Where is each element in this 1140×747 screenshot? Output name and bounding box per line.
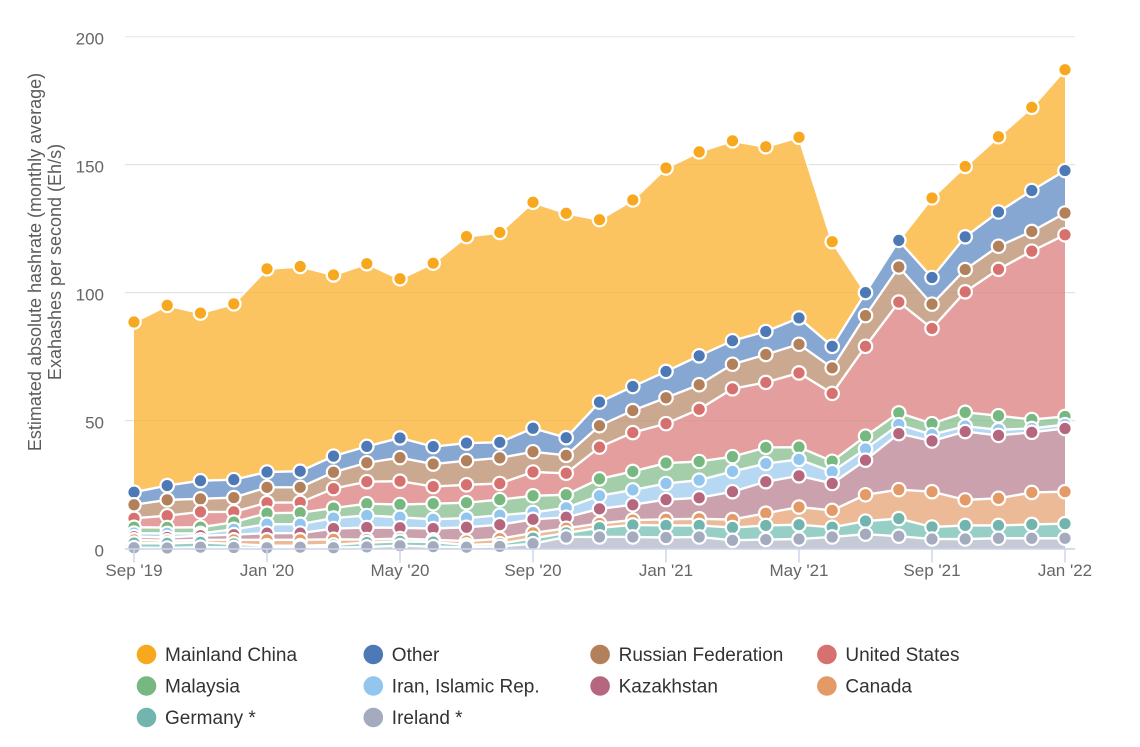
svg-text:0: 0 [95, 542, 104, 561]
svg-text:Mainland China: Mainland China [165, 645, 297, 666]
svg-text:Jan '22: Jan '22 [1038, 561, 1092, 580]
svg-text:Canada: Canada [845, 677, 912, 698]
svg-text:100: 100 [76, 286, 104, 305]
svg-text:United States: United States [845, 645, 959, 666]
svg-text:150: 150 [76, 158, 104, 177]
svg-text:Jan '20: Jan '20 [240, 561, 294, 580]
svg-text:Other: Other [392, 645, 440, 666]
svg-text:Malaysia: Malaysia [165, 677, 240, 698]
svg-text:May '20: May '20 [371, 561, 430, 580]
svg-text:Exahashes per second (Eh/s): Exahashes per second (Eh/s) [45, 144, 65, 380]
svg-text:Sep '21: Sep '21 [903, 561, 960, 580]
svg-text:Iran, Islamic Rep.: Iran, Islamic Rep. [392, 677, 540, 698]
svg-text:May '21: May '21 [770, 561, 829, 580]
svg-text:50: 50 [85, 414, 104, 433]
svg-text:Russian Federation: Russian Federation [619, 645, 784, 666]
svg-text:Sep '19: Sep '19 [105, 561, 162, 580]
svg-text:Jan '21: Jan '21 [639, 561, 693, 580]
svg-text:Estimated absolute hashrate (m: Estimated absolute hashrate (monthly ave… [25, 73, 45, 451]
svg-text:Sep '20: Sep '20 [504, 561, 561, 580]
svg-text:Ireland *: Ireland * [392, 708, 463, 729]
svg-text:200: 200 [76, 30, 104, 49]
svg-text:Kazakhstan: Kazakhstan [619, 677, 718, 698]
svg-text:Germany *: Germany * [165, 708, 256, 729]
